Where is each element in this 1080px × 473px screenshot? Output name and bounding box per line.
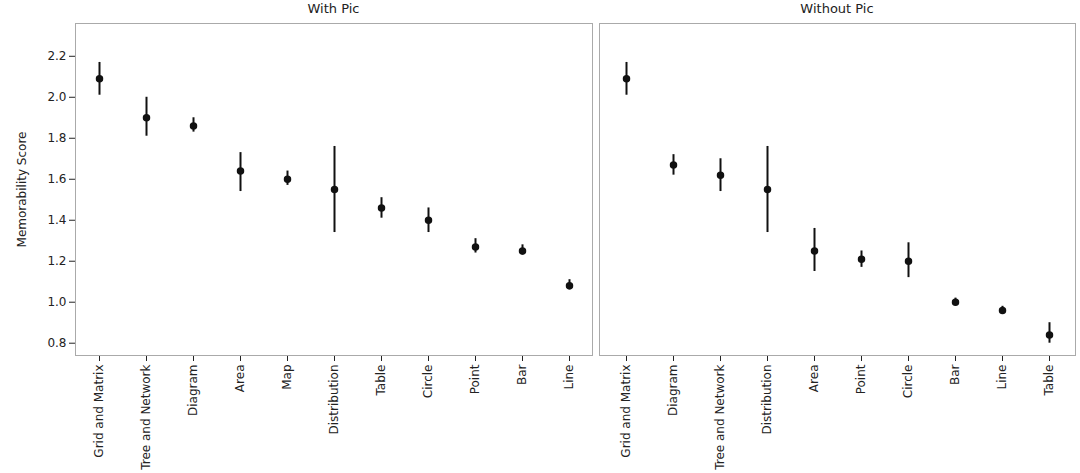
svg-text:Point: Point bbox=[854, 364, 868, 394]
svg-text:1.8: 1.8 bbox=[47, 131, 66, 145]
svg-text:Distribution: Distribution bbox=[760, 365, 774, 435]
svg-text:Table: Table bbox=[1042, 365, 1056, 397]
svg-text:2.2: 2.2 bbox=[47, 49, 66, 63]
svg-text:Memorability Score: Memorability Score bbox=[15, 132, 29, 248]
svg-text:1.0: 1.0 bbox=[47, 295, 66, 309]
svg-text:Diagram: Diagram bbox=[186, 365, 200, 417]
svg-text:Tree and Network: Tree and Network bbox=[713, 364, 727, 470]
svg-text:Grid and Matrix: Grid and Matrix bbox=[619, 365, 633, 458]
svg-text:Grid and Matrix: Grid and Matrix bbox=[92, 365, 106, 458]
html-text:Without Pic: Without Pic bbox=[800, 1, 874, 16]
svg-text:Bar: Bar bbox=[515, 364, 529, 385]
svg-text:Table: Table bbox=[374, 365, 388, 397]
svg-text:Circle: Circle bbox=[901, 365, 915, 399]
svg-text:Distribution: Distribution bbox=[327, 365, 341, 435]
svg-text:Diagram: Diagram bbox=[666, 365, 680, 417]
svg-text:1.6: 1.6 bbox=[47, 172, 66, 186]
svg-text:Area: Area bbox=[233, 365, 247, 393]
svg-text:1.4: 1.4 bbox=[47, 213, 66, 227]
svg-text:Point: Point bbox=[468, 364, 482, 394]
svg-text:Line: Line bbox=[995, 365, 1009, 390]
html-text:With Pic: With Pic bbox=[307, 1, 360, 16]
svg-text:2.0: 2.0 bbox=[47, 90, 66, 104]
svg-text:Line: Line bbox=[562, 365, 576, 390]
svg-text:1.2: 1.2 bbox=[47, 254, 66, 268]
svg-text:Map: Map bbox=[280, 365, 294, 390]
svg-text:0.8: 0.8 bbox=[47, 336, 66, 350]
svg-text:Tree and Network: Tree and Network bbox=[139, 364, 153, 470]
svg-text:Circle: Circle bbox=[421, 365, 435, 399]
svg-text:Bar: Bar bbox=[948, 364, 962, 385]
svg-text:Area: Area bbox=[807, 365, 821, 393]
